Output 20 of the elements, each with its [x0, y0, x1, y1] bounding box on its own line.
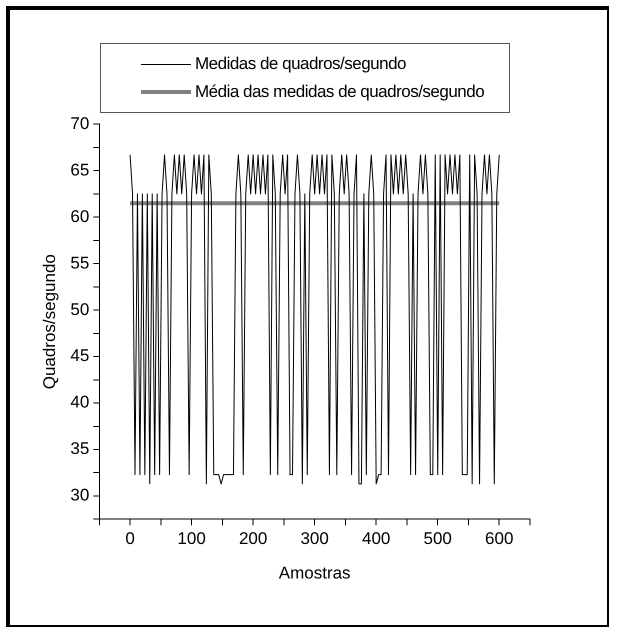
x-tick-label: 500 — [424, 529, 452, 548]
y-tick-label: 65 — [70, 160, 90, 180]
y-tick-label: 30 — [70, 486, 90, 505]
legend-label: Medidas de quadros/segundo — [195, 54, 406, 74]
y-tick-label: 50 — [70, 300, 90, 319]
y-tick-label: 35 — [70, 439, 90, 458]
legend-label: Média das medidas de quadros/segundo — [195, 82, 484, 102]
x-tick-label: 0 — [125, 529, 135, 548]
y-tick-label: 60 — [70, 206, 90, 226]
y-tick-label: 40 — [70, 392, 90, 412]
y-tick-label: 55 — [70, 253, 90, 272]
x-tick-label: 200 — [238, 529, 268, 548]
y-axis-title: Quadros/segundo — [40, 254, 59, 390]
x-tick-label: 300 — [300, 529, 329, 548]
y-tick-label: 70 — [70, 114, 90, 133]
x-tick-label: 400 — [362, 529, 390, 548]
x-tick-label: 600 — [485, 529, 514, 548]
x-tick-label: 100 — [177, 529, 206, 548]
x-axis-title: Amostras — [278, 563, 351, 582]
y-tick-label: 45 — [70, 346, 90, 366]
